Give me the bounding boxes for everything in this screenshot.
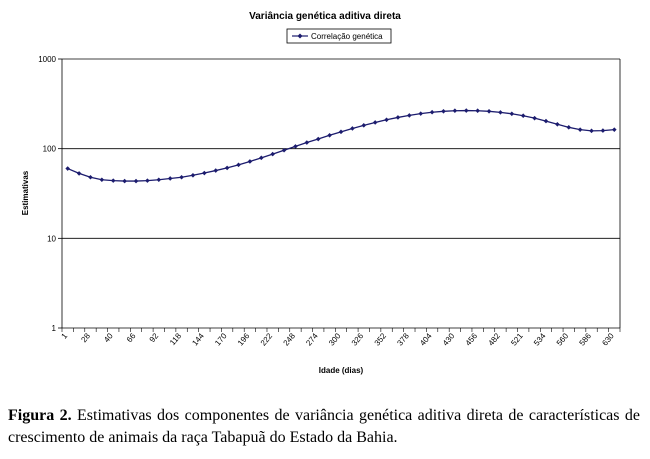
data-point <box>88 174 93 180</box>
x-tick-label: 222 <box>259 331 275 347</box>
data-point <box>156 177 162 183</box>
caption-label: Figura 2. <box>8 407 72 424</box>
x-tick-label: 144 <box>190 331 206 347</box>
data-point <box>475 108 480 114</box>
data-point <box>133 178 139 184</box>
data-point <box>452 108 458 114</box>
data-point <box>372 120 378 125</box>
x-tick-label: 630 <box>600 331 616 347</box>
x-tick-label: 28 <box>79 331 92 344</box>
x-tick-label: 1 <box>59 331 69 341</box>
x-tick-label: 326 <box>350 331 366 347</box>
x-tick-label: 66 <box>125 331 138 344</box>
x-tick-label: 560 <box>555 331 571 347</box>
data-point <box>145 178 150 183</box>
data-point <box>315 136 321 142</box>
data-point <box>509 111 515 117</box>
data-point <box>327 132 332 138</box>
data-point <box>224 165 230 171</box>
y-tick-label: 1000 <box>38 55 56 64</box>
y-tick-label: 1 <box>52 324 57 333</box>
data-point <box>407 113 412 118</box>
y-tick-label: 10 <box>47 234 56 243</box>
data-point <box>122 178 127 184</box>
data-point <box>167 176 173 181</box>
series-correlacao-genetica <box>65 108 617 184</box>
data-point <box>213 168 219 173</box>
legend-box <box>286 28 392 44</box>
data-point <box>612 127 617 132</box>
data-point <box>498 110 503 115</box>
x-tick-label: 40 <box>102 331 115 344</box>
data-point <box>338 129 344 135</box>
data-point <box>202 170 207 176</box>
chart-title: Variância genética aditiva direta <box>249 11 401 22</box>
data-point <box>395 115 401 120</box>
y-tick-label: 100 <box>43 145 57 154</box>
series-line <box>67 109 615 182</box>
data-point <box>293 144 298 149</box>
x-tick-label: 586 <box>578 331 594 347</box>
data-point <box>486 109 492 114</box>
data-point <box>179 174 184 180</box>
data-point <box>247 159 253 164</box>
y-axis-label: Estimativas <box>21 170 30 215</box>
data-point <box>418 111 424 116</box>
x-tick-label: 300 <box>327 331 343 347</box>
x-tick-label: 456 <box>464 331 480 347</box>
chart: Variância genética aditiva direta Correl… <box>21 11 621 375</box>
data-point <box>304 140 310 145</box>
legend: Correlação genética <box>286 28 392 44</box>
data-point <box>110 178 116 183</box>
line-chart: Variância genética aditiva direta Correl… <box>21 11 621 375</box>
data-point <box>236 162 241 168</box>
x-tick-label: 521 <box>509 331 525 347</box>
data-point <box>555 121 560 127</box>
data-point <box>520 113 526 119</box>
data-point <box>566 125 572 130</box>
data-point <box>543 118 549 124</box>
data-point <box>281 147 287 153</box>
legend-marker <box>297 33 303 39</box>
legend-label: Correlação genética <box>311 32 383 41</box>
gridlines <box>58 58 620 329</box>
caption-text: Estimativas dos componentes de variância… <box>8 407 640 446</box>
x-tick-label: 404 <box>418 331 434 347</box>
x-tick-label: 534 <box>532 331 548 347</box>
data-point <box>441 109 446 114</box>
data-point <box>361 123 367 128</box>
data-point <box>190 172 196 178</box>
data-point <box>258 155 264 161</box>
x-tick-label: 170 <box>213 331 229 347</box>
x-tick-label: 482 <box>486 331 502 347</box>
data-point <box>429 109 435 115</box>
y-tick-labels: 1 10 100 1000 <box>38 55 56 333</box>
x-tick-label: 378 <box>395 331 411 347</box>
figure-caption: Figura 2. Estimativas dos componentes de… <box>8 405 640 449</box>
x-tick-label: 92 <box>148 331 161 344</box>
data-point <box>600 128 606 133</box>
x-tick-label: 274 <box>304 331 320 347</box>
data-point <box>384 117 389 123</box>
data-point <box>577 127 583 132</box>
x-tick-label: 118 <box>168 331 183 347</box>
data-point <box>65 166 70 171</box>
data-point <box>76 171 82 176</box>
x-tick-label: 248 <box>281 331 297 347</box>
x-axis-label: Idade (dias) <box>319 366 364 375</box>
data-point <box>589 128 594 134</box>
data-point <box>350 126 355 131</box>
x-tick-label: 196 <box>236 331 252 347</box>
data-point <box>532 115 537 121</box>
data-point <box>270 151 275 157</box>
axes <box>61 59 621 332</box>
data-point <box>99 177 105 183</box>
data-point <box>463 108 469 113</box>
x-tick-label: 430 <box>441 331 457 347</box>
x-tick-labels: 1 28 40 66 92 118 144 170 196 222 248 274 300 326 352 3… <box>59 331 616 347</box>
x-tick-label: 352 <box>373 331 389 347</box>
